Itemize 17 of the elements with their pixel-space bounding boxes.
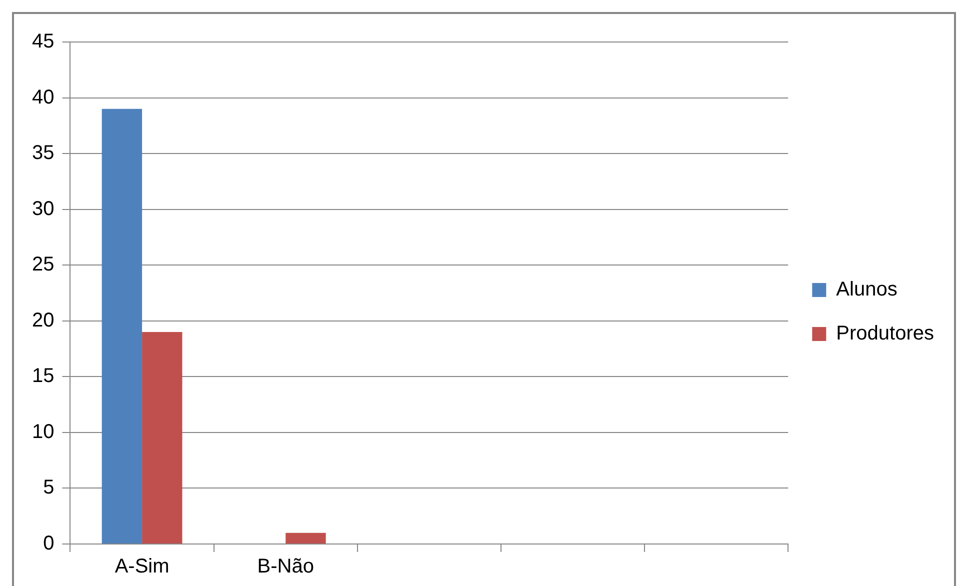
- bar: [102, 108, 142, 544]
- y-tick-label: 15: [32, 365, 54, 388]
- y-tick-label: 0: [43, 532, 54, 555]
- bar: [286, 532, 326, 544]
- x-tick-label: A-Sim: [114, 556, 170, 578]
- y-tick-label: 40: [32, 86, 54, 108]
- y-tick-label: 10: [32, 420, 54, 443]
- legend-label: Produtores: [836, 322, 934, 345]
- legend-label: Alunos: [836, 278, 898, 301]
- y-tick-label: 45: [32, 30, 54, 53]
- bar: [142, 332, 182, 544]
- y-tick-label: 25: [32, 254, 54, 276]
- y-tick-label: 35: [32, 142, 54, 164]
- x-tick-label: B-Não: [257, 556, 314, 578]
- y-tick-label: 30: [32, 198, 54, 220]
- y-tick-label: 5: [43, 476, 54, 499]
- y-tick-label: 20: [32, 309, 54, 332]
